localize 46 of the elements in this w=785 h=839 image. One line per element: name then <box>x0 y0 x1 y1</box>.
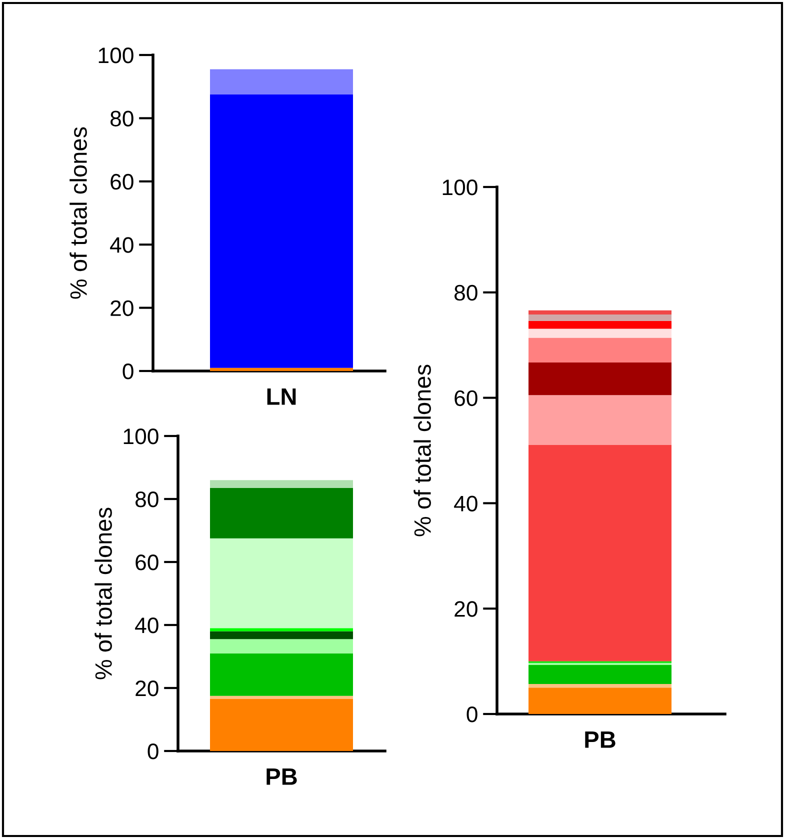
y-tick-label: 20 <box>136 680 158 696</box>
bar <box>210 653 353 696</box>
y-tick-label: 80 <box>136 492 158 508</box>
y-tick-label: 80 <box>110 110 134 126</box>
bar <box>528 310 672 315</box>
bar <box>528 314 672 321</box>
y-axis-title: % of total clones <box>414 364 431 536</box>
y-tick-label: 20 <box>110 300 134 316</box>
y-tick-label: 100 <box>98 48 134 64</box>
bar <box>528 688 672 714</box>
bar <box>528 395 672 445</box>
y-tick-label: 60 <box>110 174 134 190</box>
bar <box>528 320 672 329</box>
bar <box>528 328 672 338</box>
bar <box>210 699 353 751</box>
y-tick-label: 40 <box>454 496 478 512</box>
y-tick-label: 40 <box>135 618 158 634</box>
y-tick-label: 40 <box>110 237 134 253</box>
bar <box>210 69 353 94</box>
y-tick-label: 100 <box>442 180 478 196</box>
y-tick-label: 20 <box>454 601 478 617</box>
bar <box>210 628 353 632</box>
bar <box>210 639 353 654</box>
bar <box>528 444 672 662</box>
bar <box>210 368 353 371</box>
bar <box>528 338 672 362</box>
y-tick-label: 100 <box>124 428 158 444</box>
y-tick-label: 0 <box>466 706 478 722</box>
bar <box>210 480 353 488</box>
y-tick-label: 0 <box>122 364 134 380</box>
bar <box>210 696 353 700</box>
y-tick-label: 60 <box>454 390 478 406</box>
x-tick-label: PB <box>266 768 297 785</box>
x-tick-label: PB <box>585 732 616 748</box>
y-axis-title: % of total clones <box>94 508 112 680</box>
bar <box>210 488 353 538</box>
bar <box>210 631 353 640</box>
bar <box>528 362 672 396</box>
y-tick-label: 60 <box>136 554 158 570</box>
bar <box>528 684 672 688</box>
y-axis-title: % of total clones <box>70 127 87 299</box>
bar <box>528 664 672 684</box>
bar <box>210 538 353 628</box>
y-tick-label: 0 <box>148 744 158 760</box>
x-tick-label: LN <box>267 388 296 405</box>
y-tick-label: 80 <box>454 284 478 301</box>
